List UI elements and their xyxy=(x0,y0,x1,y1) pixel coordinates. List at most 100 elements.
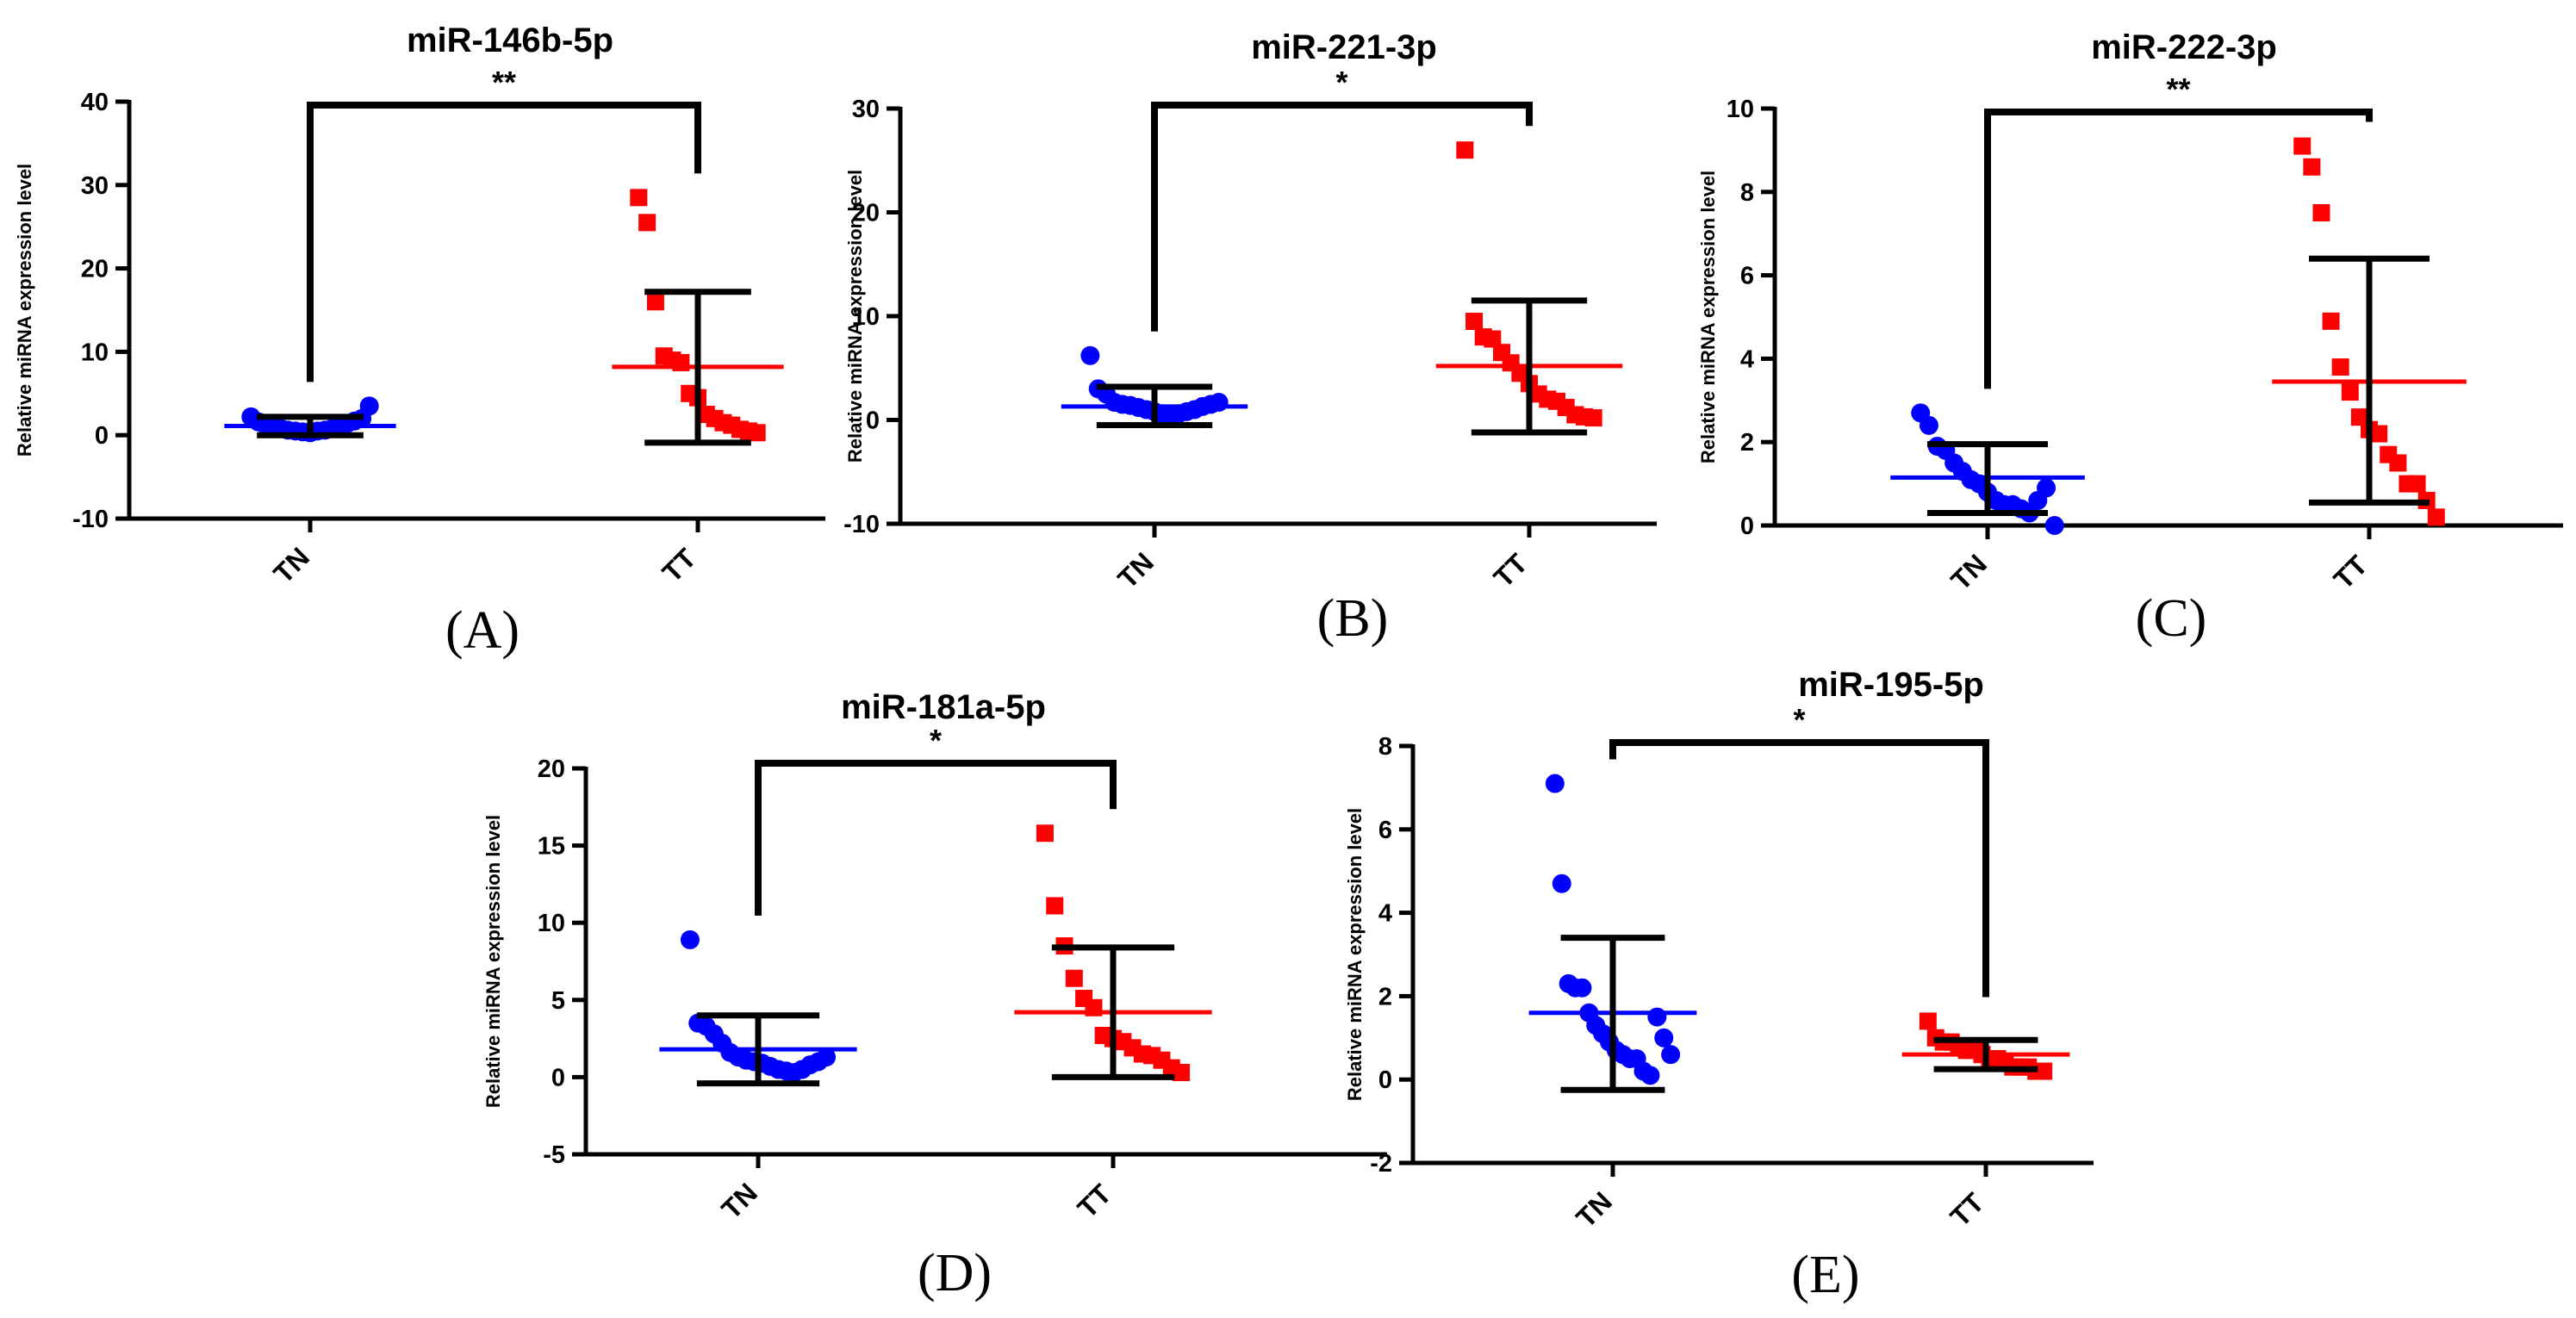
y-tick-label: 10 xyxy=(1727,96,1754,123)
chart-panel-a: miR-146b-5p Relative miRNA expression lev… xyxy=(14,22,825,660)
data-point-tn xyxy=(1545,774,1565,793)
significance-bracket xyxy=(1609,739,1989,998)
x-tick-label: TT xyxy=(2328,549,2374,594)
chart-title: miR-146b-5p xyxy=(407,22,613,59)
data-point-tn xyxy=(1661,1045,1681,1065)
y-tick-label: 10 xyxy=(538,910,565,937)
data-point-tt xyxy=(630,189,648,207)
y-axis-label: Relative miRNA expression level xyxy=(1344,808,1366,1101)
y-tick-label: 8 xyxy=(1740,179,1754,207)
data-point-tn xyxy=(817,1048,837,1067)
y-tick-label: 0 xyxy=(1378,1066,1392,1094)
significance-bracket xyxy=(1984,109,2373,389)
x-tick-label: TN xyxy=(267,541,315,589)
y-tick-label: 20 xyxy=(81,256,109,283)
data-point-tt xyxy=(2303,158,2321,176)
y-tick-label: 5 xyxy=(551,987,565,1015)
data-point-tt xyxy=(2370,425,2388,443)
data-point-tt xyxy=(1085,998,1103,1016)
y-tick-label: 6 xyxy=(1378,817,1392,844)
data-point-tt xyxy=(2408,475,2426,493)
y-tick-label: 2 xyxy=(1378,983,1392,1010)
panel-label: (A) xyxy=(445,601,520,660)
significance-marker: ** xyxy=(2166,71,2190,107)
data-point-tn xyxy=(1572,978,1592,998)
y-tick-label: 10 xyxy=(81,339,109,366)
data-point-tt xyxy=(1919,1012,1937,1030)
x-tick-label: TN xyxy=(1944,548,1993,596)
data-point-tn xyxy=(680,929,700,949)
chart-title: miR-181a-5p xyxy=(841,688,1046,726)
y-tick-label: 10 xyxy=(852,303,880,331)
y-tick-label: 15 xyxy=(538,833,565,861)
data-point-tt xyxy=(646,293,664,311)
y-tick-label: 40 xyxy=(81,89,109,116)
chart-panel-d: miR-181a-5p Relative miRNA expression lev… xyxy=(482,688,1387,1302)
y-tick-label: 6 xyxy=(1740,263,1754,290)
significance-marker: * xyxy=(1793,702,1805,737)
data-point-tn xyxy=(2044,516,2064,535)
y-tick-label: 0 xyxy=(95,422,109,450)
y-tick-label: 8 xyxy=(1378,733,1392,761)
data-point-tt xyxy=(672,353,690,371)
chart-panel-e: miR-195-5p Relative miRNA expression leve… xyxy=(1344,666,2094,1304)
significance-marker: * xyxy=(930,723,942,758)
chart-title: miR-222-3p xyxy=(2091,28,2277,66)
chart-panel-c: miR-222-3p Relative miRNA expression leve… xyxy=(1697,28,2563,648)
data-point-tt xyxy=(1046,897,1064,915)
y-axis-label: Relative miRNA expression level xyxy=(844,170,866,463)
chart-title: miR-221-3p xyxy=(1251,28,1437,66)
significance-marker: ** xyxy=(492,65,516,100)
data-point-tt xyxy=(1036,824,1054,842)
data-point-tt xyxy=(2035,1062,2053,1080)
data-point-tn xyxy=(1654,1028,1674,1048)
data-point-tt xyxy=(2322,312,2340,330)
data-point-tt xyxy=(1173,1064,1191,1082)
significance-bracket xyxy=(1151,102,1533,332)
data-point-tn xyxy=(359,396,379,416)
y-tick-label: 2 xyxy=(1740,429,1754,457)
panel-label: (D) xyxy=(918,1244,992,1302)
y-axis-label: Relative miRNA expression level xyxy=(482,815,504,1108)
y-tick-label: -10 xyxy=(843,511,880,538)
y-tick-label: 0 xyxy=(866,407,880,435)
data-point-tt xyxy=(1456,141,1474,159)
chart-panel-b: miR-221-3p Relative miRNA expression leve… xyxy=(843,28,1657,648)
data-point-tn xyxy=(1209,393,1229,413)
data-point-tt xyxy=(2293,137,2312,155)
y-tick-label: 4 xyxy=(1378,900,1392,928)
panel-label: (E) xyxy=(1791,1246,1859,1304)
y-tick-label: 0 xyxy=(1740,513,1754,540)
significance-bracket xyxy=(307,102,701,382)
data-point-tt xyxy=(1584,409,1602,427)
y-tick-label: 20 xyxy=(538,755,565,783)
x-tick-label: TT xyxy=(1944,1186,1990,1232)
y-tick-label: -2 xyxy=(1370,1150,1392,1178)
x-tick-label: TT xyxy=(1488,547,1534,593)
y-tick-label: 4 xyxy=(1740,345,1754,373)
y-axis-label: Relative miRNA expression level xyxy=(14,164,35,457)
data-point-tt xyxy=(2427,508,2445,526)
y-tick-label: 30 xyxy=(81,172,109,200)
data-point-tn xyxy=(1919,415,1938,435)
significance-bracket xyxy=(755,760,1117,916)
data-point-tt xyxy=(638,214,656,232)
data-point-tt xyxy=(2341,383,2359,401)
panel-label: (B) xyxy=(1317,589,1389,648)
data-point-tn xyxy=(1552,873,1571,893)
data-point-tt xyxy=(2331,358,2349,376)
x-tick-label: TN xyxy=(1570,1185,1618,1234)
data-point-tt xyxy=(2312,204,2330,221)
y-tick-label: -5 xyxy=(543,1141,565,1169)
x-tick-label: TN xyxy=(1111,546,1160,594)
x-tick-label: TT xyxy=(656,542,702,588)
data-point-tn xyxy=(1647,1007,1667,1027)
data-point-tn xyxy=(1640,1066,1660,1085)
y-tick-label: -10 xyxy=(72,506,109,533)
y-axis-label: Relative miRNA expression level xyxy=(1697,171,1719,463)
x-tick-label: TN xyxy=(715,1177,763,1225)
panel-label: (C) xyxy=(2136,589,2207,648)
data-point-tt xyxy=(2389,454,2407,472)
data-point-tn xyxy=(2037,478,2056,498)
